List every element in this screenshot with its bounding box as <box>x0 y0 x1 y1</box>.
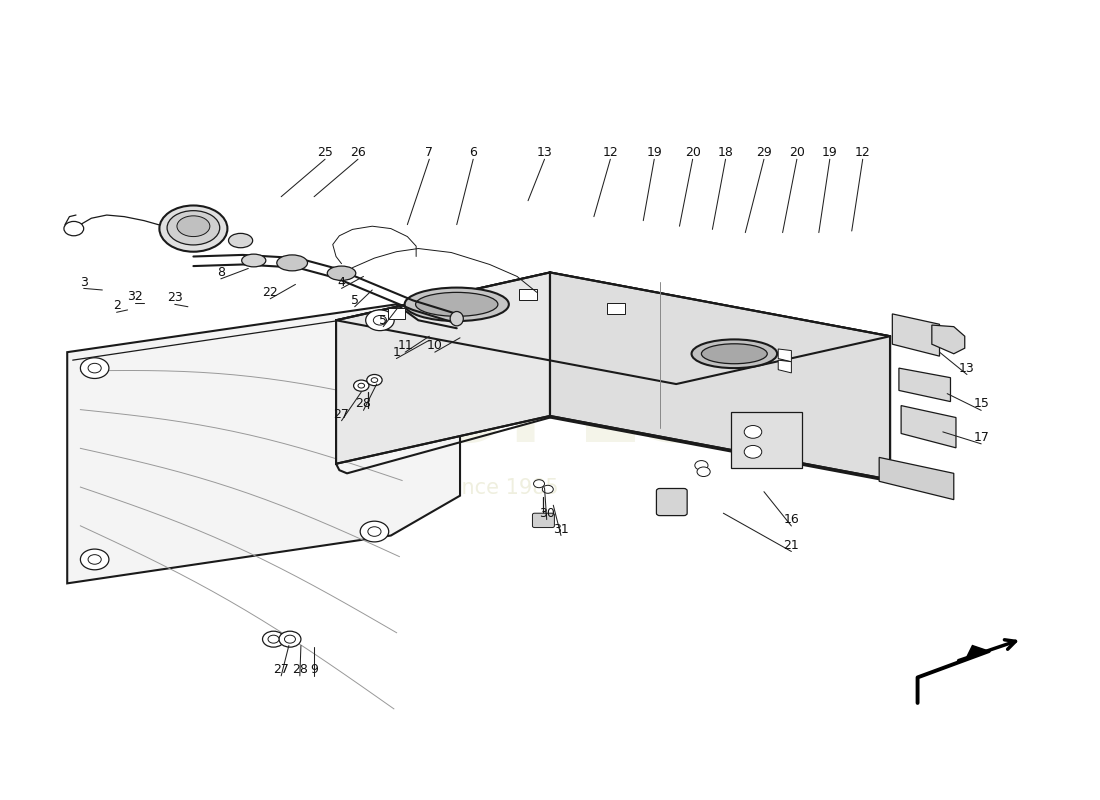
Text: 16: 16 <box>783 513 800 526</box>
Text: 13: 13 <box>959 362 975 374</box>
Ellipse shape <box>177 216 210 237</box>
Circle shape <box>88 363 101 373</box>
Text: 29: 29 <box>756 146 772 159</box>
Ellipse shape <box>160 206 228 252</box>
Text: 8: 8 <box>217 266 224 279</box>
Circle shape <box>80 358 109 378</box>
Text: 21: 21 <box>783 538 800 551</box>
Text: 4: 4 <box>338 275 345 289</box>
Text: 6: 6 <box>470 146 477 159</box>
Circle shape <box>366 374 382 386</box>
Circle shape <box>279 631 301 647</box>
Text: 12: 12 <box>855 146 870 159</box>
Text: 2: 2 <box>112 299 121 313</box>
Text: 25: 25 <box>317 146 333 159</box>
Polygon shape <box>967 646 989 657</box>
Ellipse shape <box>167 210 220 245</box>
Text: 31: 31 <box>553 522 569 536</box>
Circle shape <box>697 467 711 477</box>
Ellipse shape <box>242 254 266 267</box>
Text: 13: 13 <box>537 146 552 159</box>
Circle shape <box>371 378 377 382</box>
Ellipse shape <box>692 339 777 368</box>
Ellipse shape <box>450 311 463 326</box>
Circle shape <box>695 461 708 470</box>
Polygon shape <box>336 273 890 384</box>
Circle shape <box>367 526 381 536</box>
Bar <box>732 412 802 468</box>
Polygon shape <box>901 406 956 448</box>
Ellipse shape <box>229 234 253 248</box>
Polygon shape <box>892 314 939 356</box>
Circle shape <box>285 635 296 643</box>
Text: 27: 27 <box>333 408 350 421</box>
Circle shape <box>353 380 369 391</box>
Text: 15: 15 <box>974 398 989 410</box>
Ellipse shape <box>277 255 308 271</box>
Circle shape <box>745 446 762 458</box>
Text: EUROPES: EUROPES <box>214 370 711 462</box>
Circle shape <box>365 310 394 330</box>
Bar <box>607 302 625 314</box>
Ellipse shape <box>328 266 355 281</box>
Text: 20: 20 <box>789 146 805 159</box>
Text: 22: 22 <box>262 286 278 299</box>
Circle shape <box>80 549 109 570</box>
Text: 26: 26 <box>350 146 366 159</box>
Text: 20: 20 <box>684 146 701 159</box>
Bar <box>387 308 405 319</box>
Circle shape <box>373 315 386 325</box>
Text: a panit/turismo since 1985: a panit/turismo since 1985 <box>278 478 558 498</box>
Text: 17: 17 <box>974 431 989 444</box>
Text: 5: 5 <box>351 294 359 307</box>
Circle shape <box>534 480 544 488</box>
Text: 27: 27 <box>273 663 289 676</box>
Circle shape <box>88 554 101 564</box>
Ellipse shape <box>405 287 509 321</box>
Polygon shape <box>67 304 460 583</box>
Circle shape <box>268 635 279 643</box>
Polygon shape <box>778 360 791 373</box>
Text: 3: 3 <box>79 275 88 289</box>
FancyBboxPatch shape <box>532 514 554 527</box>
Text: 5: 5 <box>379 314 387 326</box>
Polygon shape <box>932 325 965 354</box>
Circle shape <box>745 426 762 438</box>
Bar <box>519 289 537 300</box>
Text: 28: 28 <box>292 663 308 676</box>
Polygon shape <box>778 349 791 362</box>
Circle shape <box>358 383 364 388</box>
Text: 18: 18 <box>717 146 734 159</box>
Text: 10: 10 <box>427 339 442 352</box>
Circle shape <box>360 521 388 542</box>
Polygon shape <box>550 273 890 480</box>
Text: 30: 30 <box>539 506 554 520</box>
Text: 28: 28 <box>355 398 372 410</box>
Text: 11: 11 <box>397 339 412 352</box>
Polygon shape <box>899 368 950 402</box>
Text: 1: 1 <box>393 346 400 358</box>
Text: 7: 7 <box>426 146 433 159</box>
Ellipse shape <box>416 292 498 316</box>
Circle shape <box>542 486 553 494</box>
Text: 19: 19 <box>647 146 662 159</box>
Text: 23: 23 <box>167 291 183 305</box>
Text: 9: 9 <box>310 663 318 676</box>
Circle shape <box>64 222 84 236</box>
Ellipse shape <box>702 344 768 364</box>
Text: 32: 32 <box>128 290 143 303</box>
Text: 19: 19 <box>822 146 838 159</box>
Text: 12: 12 <box>603 146 618 159</box>
FancyBboxPatch shape <box>657 489 688 515</box>
Polygon shape <box>336 273 550 464</box>
Circle shape <box>263 631 285 647</box>
Polygon shape <box>879 458 954 500</box>
